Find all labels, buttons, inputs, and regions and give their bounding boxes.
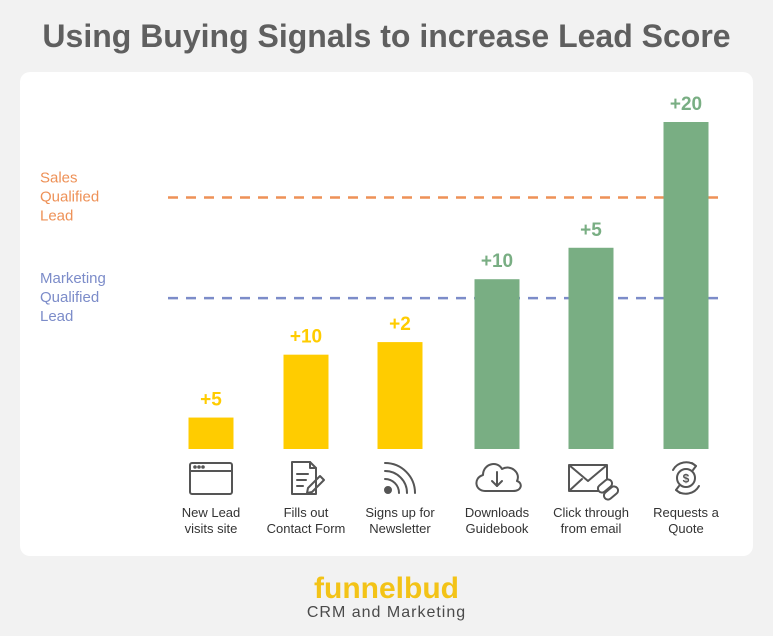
logo-wordmark: funnelbud	[314, 572, 459, 605]
bar-4	[568, 247, 614, 449]
chart-card: Sales Qualified Lead Marketing Qualified Lead…	[20, 72, 753, 556]
bar-value-label-4: +5	[580, 220, 602, 241]
threshold-label-1-2: Lead	[40, 308, 73, 325]
category-label-1-0: Fills out	[284, 505, 329, 520]
threshold-label-0-0: Sales	[40, 169, 78, 186]
funnelbud-logo: funnelbud CRM and Marketing	[0, 572, 773, 622]
bar-2	[377, 342, 423, 449]
bar-value-label-5: +20	[670, 94, 702, 115]
category-label-3-0: Downloads	[465, 505, 530, 520]
category-label-2-0: Signs up for	[365, 505, 435, 520]
page-title: Using Buying Signals to increase Lead Sc…	[42, 18, 731, 54]
form-edit-icon	[291, 461, 325, 495]
threshold-label-0-2: Lead	[40, 207, 73, 224]
category-label-4-1: from email	[561, 521, 622, 536]
bar-3	[474, 279, 520, 449]
browser-window-icon	[189, 462, 233, 495]
rss-feed-icon	[384, 462, 416, 494]
threshold-label-1-1: Qualified	[40, 289, 99, 306]
bar-value-label-0: +5	[200, 390, 222, 411]
bar-0	[188, 417, 234, 449]
svg-text:$: $	[683, 472, 690, 486]
category-label-3-1: Guidebook	[466, 521, 529, 536]
lead-score-chart: Sales Qualified Lead Marketing Qualified Lead…	[40, 94, 726, 536]
threshold-label-1-0: Marketing	[40, 270, 106, 287]
category-label-0-0: New Lead	[182, 505, 241, 520]
threshold-label-0-1: Qualified	[40, 188, 99, 205]
email-link-icon	[568, 464, 620, 501]
category-label-2-1: Newsletter	[369, 521, 431, 536]
bar-value-label-1: +10	[290, 327, 322, 348]
bar-5	[663, 122, 709, 449]
cloud-download-icon	[475, 463, 522, 492]
quote-dollar-icon: $	[672, 461, 700, 495]
logo-tagline: CRM and Marketing	[306, 604, 467, 621]
category-label-5-0: Requests a	[653, 505, 720, 520]
category-label-4-0: Click through	[553, 505, 629, 520]
bar-value-label-2: +2	[389, 314, 411, 335]
bar-value-label-3: +10	[481, 251, 513, 272]
category-label-5-1: Quote	[668, 521, 703, 536]
category-label-1-1: Contact Form	[267, 521, 346, 536]
category-label-0-1: visits site	[185, 521, 238, 536]
bar-1	[283, 354, 329, 449]
